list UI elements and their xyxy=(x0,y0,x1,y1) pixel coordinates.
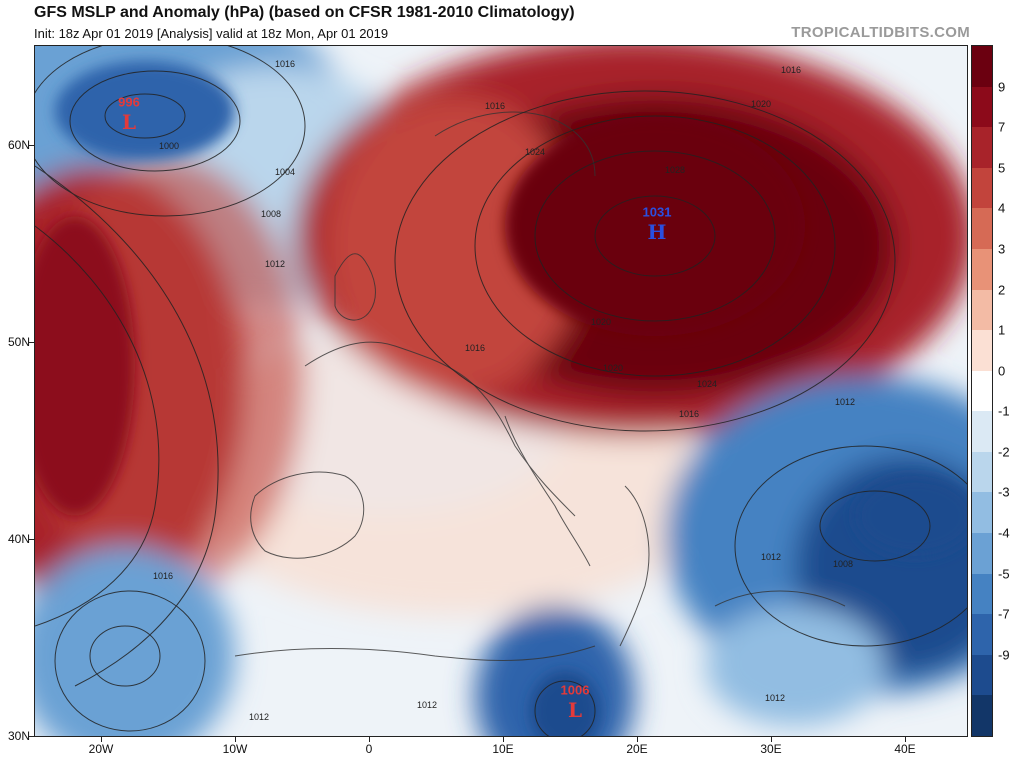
colorbar-tick-label: 2 xyxy=(998,282,1006,298)
colorbar-segment xyxy=(972,46,992,88)
isobar-label: 1008 xyxy=(832,559,854,569)
lon-tick xyxy=(101,737,102,742)
lon-tick xyxy=(905,737,906,742)
colorbar-tick-label: -3 xyxy=(998,484,1010,500)
pressure-center-value: 1031 xyxy=(642,204,672,220)
isobar-label: 1016 xyxy=(464,343,486,353)
lon-tick xyxy=(369,737,370,742)
colorbar-tick-label: 4 xyxy=(998,200,1006,216)
isobar-label: 1028 xyxy=(664,165,686,175)
colorbar-tick-label: 9 xyxy=(998,79,1006,95)
isobar-label: 1020 xyxy=(590,317,612,327)
colorbar-segment xyxy=(972,127,992,169)
isobar-label: 1012 xyxy=(764,693,786,703)
isobar-label: 1020 xyxy=(602,363,624,373)
colorbar-segment xyxy=(972,533,992,575)
colorbar-tick-label: 7 xyxy=(998,119,1006,135)
colorbar-segment xyxy=(972,330,992,372)
colorbar-segment xyxy=(972,248,992,291)
lat-label: 50N xyxy=(7,335,30,349)
colorbar-tick-label: 1 xyxy=(998,322,1006,338)
isobar-label: 1012 xyxy=(760,552,782,562)
lon-tick xyxy=(235,737,236,742)
colorbar-segment xyxy=(972,614,992,656)
brand-label: TROPICALTIDBITS.COM xyxy=(791,24,970,41)
colorbar-segment xyxy=(972,492,992,534)
colorbar-tick-label: 0 xyxy=(998,363,1006,379)
lat-tick xyxy=(29,145,34,146)
colorbar-segment xyxy=(972,208,992,250)
colorbar xyxy=(971,45,993,737)
lat-tick xyxy=(29,342,34,343)
low-pressure-marker: L xyxy=(121,110,137,134)
lat-tick xyxy=(29,539,34,540)
lon-label: 30E xyxy=(760,742,782,756)
isobar-label: 1016 xyxy=(484,101,506,111)
colorbar-segment xyxy=(972,654,992,696)
lat-tick xyxy=(29,736,34,737)
isobar-label: 1008 xyxy=(260,209,282,219)
pressure-center-value: 1006 xyxy=(560,682,590,698)
colorbar-tick-label: 5 xyxy=(998,160,1006,176)
colorbar-tick-label: -2 xyxy=(998,444,1010,460)
isobar-label: 1016 xyxy=(152,571,174,581)
lon-label: 40E xyxy=(894,742,916,756)
isobar-label: 1016 xyxy=(274,59,296,69)
colorbar-tick-label: 3 xyxy=(998,241,1006,257)
colorbar-tick-label: -5 xyxy=(998,566,1010,582)
isobar-label: 1012 xyxy=(416,700,438,710)
map-panel: 996 L 1031 H 1006 L 1000 1004 1008 1012 … xyxy=(34,45,968,737)
colorbar-segment xyxy=(972,573,992,615)
lat-label: 60N xyxy=(7,138,30,152)
isobar-label: 1000 xyxy=(158,141,180,151)
lon-tick xyxy=(637,737,638,742)
map-field xyxy=(35,46,967,736)
low-pressure-marker: L xyxy=(567,698,583,722)
isobar-label: 1012 xyxy=(264,259,286,269)
isobar-label: 1024 xyxy=(524,147,546,157)
colorbar-tick-label: -7 xyxy=(998,606,1010,622)
lon-label: 20W xyxy=(88,742,114,756)
colorbar-tick-label: -9 xyxy=(998,647,1010,663)
colorbar-segment xyxy=(972,451,992,493)
lat-label: 30N xyxy=(7,729,30,743)
high-pressure-marker: H xyxy=(647,220,667,244)
colorbar-segment xyxy=(972,370,992,412)
colorbar-segment xyxy=(972,86,992,128)
lon-tick xyxy=(503,737,504,742)
isobar-label: 1016 xyxy=(678,409,700,419)
lat-label: 40N xyxy=(7,532,30,546)
lon-tick xyxy=(771,737,772,742)
chart-subtitle: Init: 18z Apr 01 2019 [Analysis] valid a… xyxy=(34,26,389,41)
lon-label: 20E xyxy=(626,742,648,756)
isobar-label: 1016 xyxy=(780,65,802,75)
colorbar-segment xyxy=(972,695,992,737)
lon-label: 10W xyxy=(222,742,248,756)
lon-label: 0 xyxy=(365,742,373,756)
isobar-label: 1004 xyxy=(274,167,296,177)
colorbar-tick-label: -1 xyxy=(998,403,1010,419)
lon-label: 10E xyxy=(492,742,514,756)
pressure-center-value: 996 xyxy=(118,94,140,110)
isobar-label: 1012 xyxy=(248,712,270,722)
isobar-label: 1020 xyxy=(750,99,772,109)
colorbar-segment xyxy=(972,411,992,453)
isobar-label: 1012 xyxy=(834,397,856,407)
isobar-label: 1024 xyxy=(696,379,718,389)
colorbar-segment xyxy=(972,167,992,209)
chart-title: GFS MSLP and Anomaly (hPa) (based on CFS… xyxy=(34,4,575,21)
colorbar-tick-label: -4 xyxy=(998,525,1010,541)
colorbar-segment xyxy=(972,289,992,331)
